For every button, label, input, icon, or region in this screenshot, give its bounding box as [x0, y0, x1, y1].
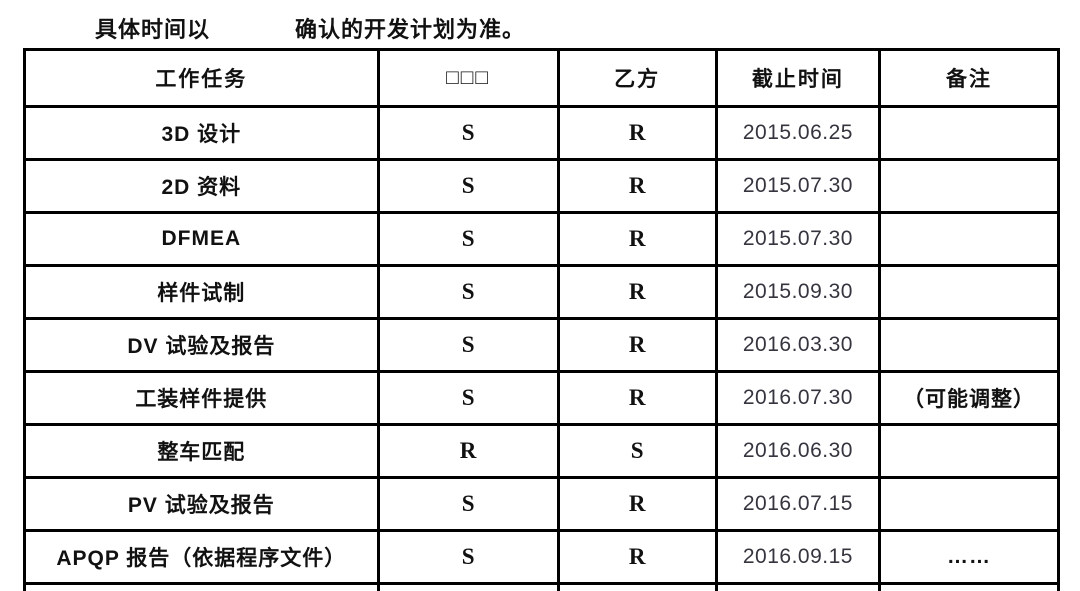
cell-task: DV 试验及报告: [23, 317, 380, 373]
cell-deadline: 2015.09.30: [714, 264, 882, 320]
cell-remark: [878, 211, 1060, 267]
intro-text-part2: 确认的开发计划为准。: [295, 17, 526, 42]
cell-remark: [878, 423, 1060, 479]
cell-party-b: R: [556, 211, 718, 267]
cell-party-b: R: [556, 105, 718, 161]
header-task: 工作任务: [23, 48, 380, 108]
cell-task: 整车匹配: [23, 423, 380, 479]
cell-remark: [878, 105, 1060, 161]
cell-task: DFMEA: [23, 211, 380, 267]
cell-task: PV 试验及报告: [23, 476, 380, 532]
cell-party-a: S: [376, 264, 560, 320]
cell-remark: ……: [878, 529, 1060, 585]
redacted-blank: [210, 36, 295, 37]
intro-text-part1: 具体时间以: [95, 17, 211, 42]
cell-deadline: [714, 582, 882, 591]
cell-party-a: S: [376, 211, 560, 267]
cell-party-a: S: [376, 317, 560, 373]
cell-party-b: R: [556, 476, 718, 532]
cell-deadline: 2016.06.30: [714, 423, 882, 479]
cell-deadline: 2015.07.30: [714, 211, 882, 267]
table-row: PV 试验及报告 S R 2016.07.15: [23, 476, 1060, 532]
table-row-partial: [23, 582, 1060, 591]
cell-task: 工装样件提供: [23, 370, 380, 426]
table-body: 3D 设计 S R 2015.06.25 2D 资料 S R 2015.07.3…: [23, 105, 1060, 591]
cell-party-b: R: [556, 317, 718, 373]
cell-task: 样件试制: [23, 264, 380, 320]
cell-task: 2D 资料: [23, 158, 380, 214]
cell-party-b: [556, 582, 718, 591]
cell-party-b: R: [556, 370, 718, 426]
table-header-row: 工作任务 □□□ 乙方 截止时间 备注: [23, 48, 1060, 108]
cell-task: APQP 报告（依据程序文件）: [23, 529, 380, 585]
cell-deadline: 2016.07.15: [714, 476, 882, 532]
cell-party-a: S: [376, 105, 560, 161]
cell-task: 3D 设计: [23, 105, 380, 161]
cell-task: [23, 582, 380, 591]
table-row: 工装样件提供 S R 2016.07.30 （可能调整）: [23, 370, 1060, 426]
table-row: DFMEA S R 2015.07.30: [23, 211, 1060, 267]
header-party-b: 乙方: [556, 48, 718, 108]
table-row: DV 试验及报告 S R 2016.03.30: [23, 317, 1060, 373]
cell-party-a: R: [376, 423, 560, 479]
cell-deadline: 2015.06.25: [714, 105, 882, 161]
cell-party-a: S: [376, 476, 560, 532]
table-row: 2D 资料 S R 2015.07.30: [23, 158, 1060, 214]
cell-party-a: [376, 582, 560, 591]
table-row: APQP 报告（依据程序文件） S R 2016.09.15 ……: [23, 529, 1060, 585]
header-remark: 备注: [878, 48, 1060, 108]
cell-deadline: 2016.07.30: [714, 370, 882, 426]
table-row: 整车匹配 R S 2016.06.30: [23, 423, 1060, 479]
cell-party-a: S: [376, 370, 560, 426]
header-party-a-redacted: □□□: [376, 48, 560, 108]
cell-party-a: S: [376, 158, 560, 214]
cell-remark: [878, 476, 1060, 532]
header-deadline: 截止时间: [714, 48, 882, 108]
cell-party-b: R: [556, 264, 718, 320]
cell-remark: [878, 158, 1060, 214]
cell-party-b: R: [556, 529, 718, 585]
intro-text: 具体时间以 确认的开发计划为准。: [95, 12, 525, 44]
cell-party-b: S: [556, 423, 718, 479]
cell-deadline: 2016.09.15: [714, 529, 882, 585]
cell-party-b: R: [556, 158, 718, 214]
cell-remark: [878, 264, 1060, 320]
cell-party-a: S: [376, 529, 560, 585]
table-row: 样件试制 S R 2015.09.30: [23, 264, 1060, 320]
cell-deadline: 2015.07.30: [714, 158, 882, 214]
table-row: 3D 设计 S R 2015.06.25: [23, 105, 1060, 161]
cell-remark: （可能调整）: [878, 370, 1060, 426]
cell-deadline: 2016.03.30: [714, 317, 882, 373]
cell-remark: [878, 582, 1060, 591]
cell-remark: [878, 317, 1060, 373]
development-plan-table: 工作任务 □□□ 乙方 截止时间 备注 3D 设计 S R 2015.06.25…: [23, 48, 1060, 591]
